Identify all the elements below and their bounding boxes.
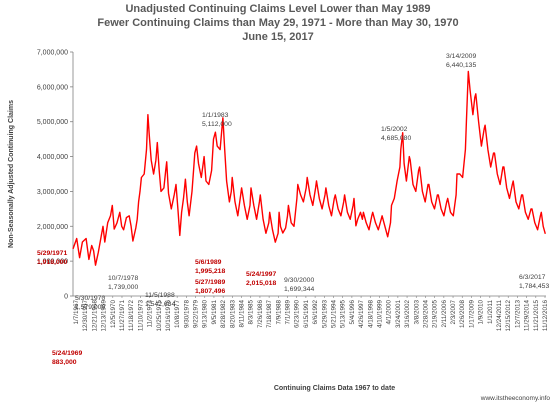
y-axis-title: Non-Seasonally Adjusted Continuing Claim… [8,100,15,248]
source-credit: www.itstheeconomy.info [480,395,551,402]
y-tick-label: 7,000,000 [37,50,68,57]
x-tick-label: 11/21/2015 [533,300,540,332]
x-tick-label: 4/10/1999 [376,300,383,329]
annotation-label: 1,995,218 [195,268,225,275]
x-tick-label: 8/20/1983 [229,300,236,329]
x-tick-label: 3/16/2002 [404,300,411,329]
annotation-label: 5/29/1971 [37,250,67,257]
y-tick-label: 4,000,000 [37,154,68,161]
x-tick-label: 7/1/1989 [285,300,292,325]
x-tick-label: 8/28/1982 [220,300,227,329]
x-tick-label: 8/11/1984 [239,300,246,328]
x-tick-label: 11/10/1973 [137,300,144,332]
x-tick-label: 5/4/1996 [349,300,356,325]
x-tick-label: 5/29/1993 [321,300,328,329]
x-tick-label: 12/13/1969 [101,300,108,332]
x-tick-label: 12/24/2011 [496,300,503,332]
x-tick-label: 9/30/1978 [183,300,190,329]
y-tick-label: 5,000,000 [37,119,68,126]
annotation-label: 1,699,344 [284,286,314,293]
x-tick-label: 2/11/2006 [441,300,448,328]
x-tick-label: 12/30/1967 [82,300,89,332]
annotation-label: 5/24/1997 [246,271,276,278]
x-tick-label: 11/18/1972 [128,300,135,332]
annotation-label: 5/27/1989 [195,279,225,286]
x-tick-label: 12/5/1970 [110,300,117,329]
annotation-label: 5/30/1970 [75,295,105,302]
annotation-label: 1,579,000 [75,304,105,311]
annotation-label: 10/7/1978 [108,275,138,282]
x-tick-label: 12/7/2013 [514,300,521,329]
annotation-label: 3/14/2009 [446,53,476,60]
y-tick-label: 3,000,000 [37,189,68,196]
x-tick-label: 11/27/1971 [119,300,126,332]
annotation-label: 1,807,496 [195,288,225,295]
x-tick-label: 10/8/1977 [174,300,181,329]
x-tick-label: 1/17/2009 [468,300,475,329]
annotation-label: 4,685,080 [381,135,411,142]
x-tick-label: 9/5/1981 [211,300,218,325]
x-tick-label: 6/23/1990 [294,300,301,329]
y-tick-label: 6,000,000 [37,84,68,91]
x-tick-label: 4/18/1998 [367,300,374,329]
annotation-label: 1,784,453 [519,283,549,290]
x-axis-title: Continuing Claims Data 1967 to date [274,385,395,392]
annotation-label: 5/24/1969 [52,350,82,357]
annotation-label: 6/3/2017 [519,274,546,281]
annotation-label: 6,440,135 [446,62,476,69]
x-tick-label: 6/6/1992 [312,300,319,325]
x-tick-label: 5/13/1995 [340,300,347,329]
claims-series-line [72,70,546,266]
x-tick-label: 8/3/1985 [248,300,255,325]
annotation-label: 1,542,684 [145,301,175,308]
chart-title-line-1: Unadjusted Continuing Claims Level Lower… [125,3,431,15]
annotation-label: 1/1/1983 [202,112,229,119]
annotation-label: 883,000 [52,359,77,366]
chart-title-line-2: Fewer Continuing Claims than May 29, 197… [97,17,459,29]
annotation-label: 5/6/1989 [195,259,222,266]
x-tick-label: 12/21/1968 [91,300,98,332]
x-tick-label: 3/8/2003 [413,300,420,325]
x-tick-label: 3/24/2001 [395,300,402,329]
x-tick-label: 11/12/2016 [542,300,549,332]
x-tick-label: 9/13/1980 [202,300,209,329]
x-tick-label: 7/18/1987 [266,300,273,329]
annotation-label: 11/5/1988 [145,292,175,299]
y-tick-label: 2,000,000 [37,224,68,231]
x-tick-label: 1/1/2011 [487,300,494,325]
x-tick-label: 2/3/2007 [450,300,457,325]
x-tick-label: 1/9/2010 [478,300,485,325]
annotation-label: 5,112,000 [202,121,232,128]
x-tick-label: 7/26/1986 [257,300,264,329]
y-tick-label: 1,000,000 [37,259,68,266]
x-tick-label: 1/7/1967 [73,300,80,325]
annotation-label: 9/30/2000 [284,277,314,284]
y-tick-label: 0 [64,294,68,301]
annotation-label: 2,015,018 [246,280,276,287]
x-tick-label: 10/16/1976 [165,300,172,332]
x-tick-label: 2/19/2005 [432,300,439,329]
chart-title-line-3: June 15, 2017 [242,31,314,43]
x-tick-label: 10/25/1975 [156,300,163,332]
x-tick-label: 7/9/1988 [275,300,282,325]
x-tick-label: 6/15/1991 [303,300,310,329]
annotation-label: 1,739,000 [108,284,138,291]
x-tick-label: 12/15/2012 [505,300,512,332]
x-tick-label: 4/1/2000 [386,300,393,325]
x-tick-label: 11/2/1974 [147,300,154,328]
annotation-label: 1,918,000 [37,259,67,266]
x-tick-label: 1/26/2008 [459,300,466,329]
x-tick-label: 5/21/1994 [330,300,337,329]
x-tick-label: 9/22/1979 [193,300,200,329]
x-tick-label: 11/29/2014 [524,300,531,332]
x-tick-label: 4/26/1997 [358,300,365,329]
annotation-label: 1/5/2002 [381,126,408,133]
x-tick-label: 2/28/2004 [422,300,429,329]
